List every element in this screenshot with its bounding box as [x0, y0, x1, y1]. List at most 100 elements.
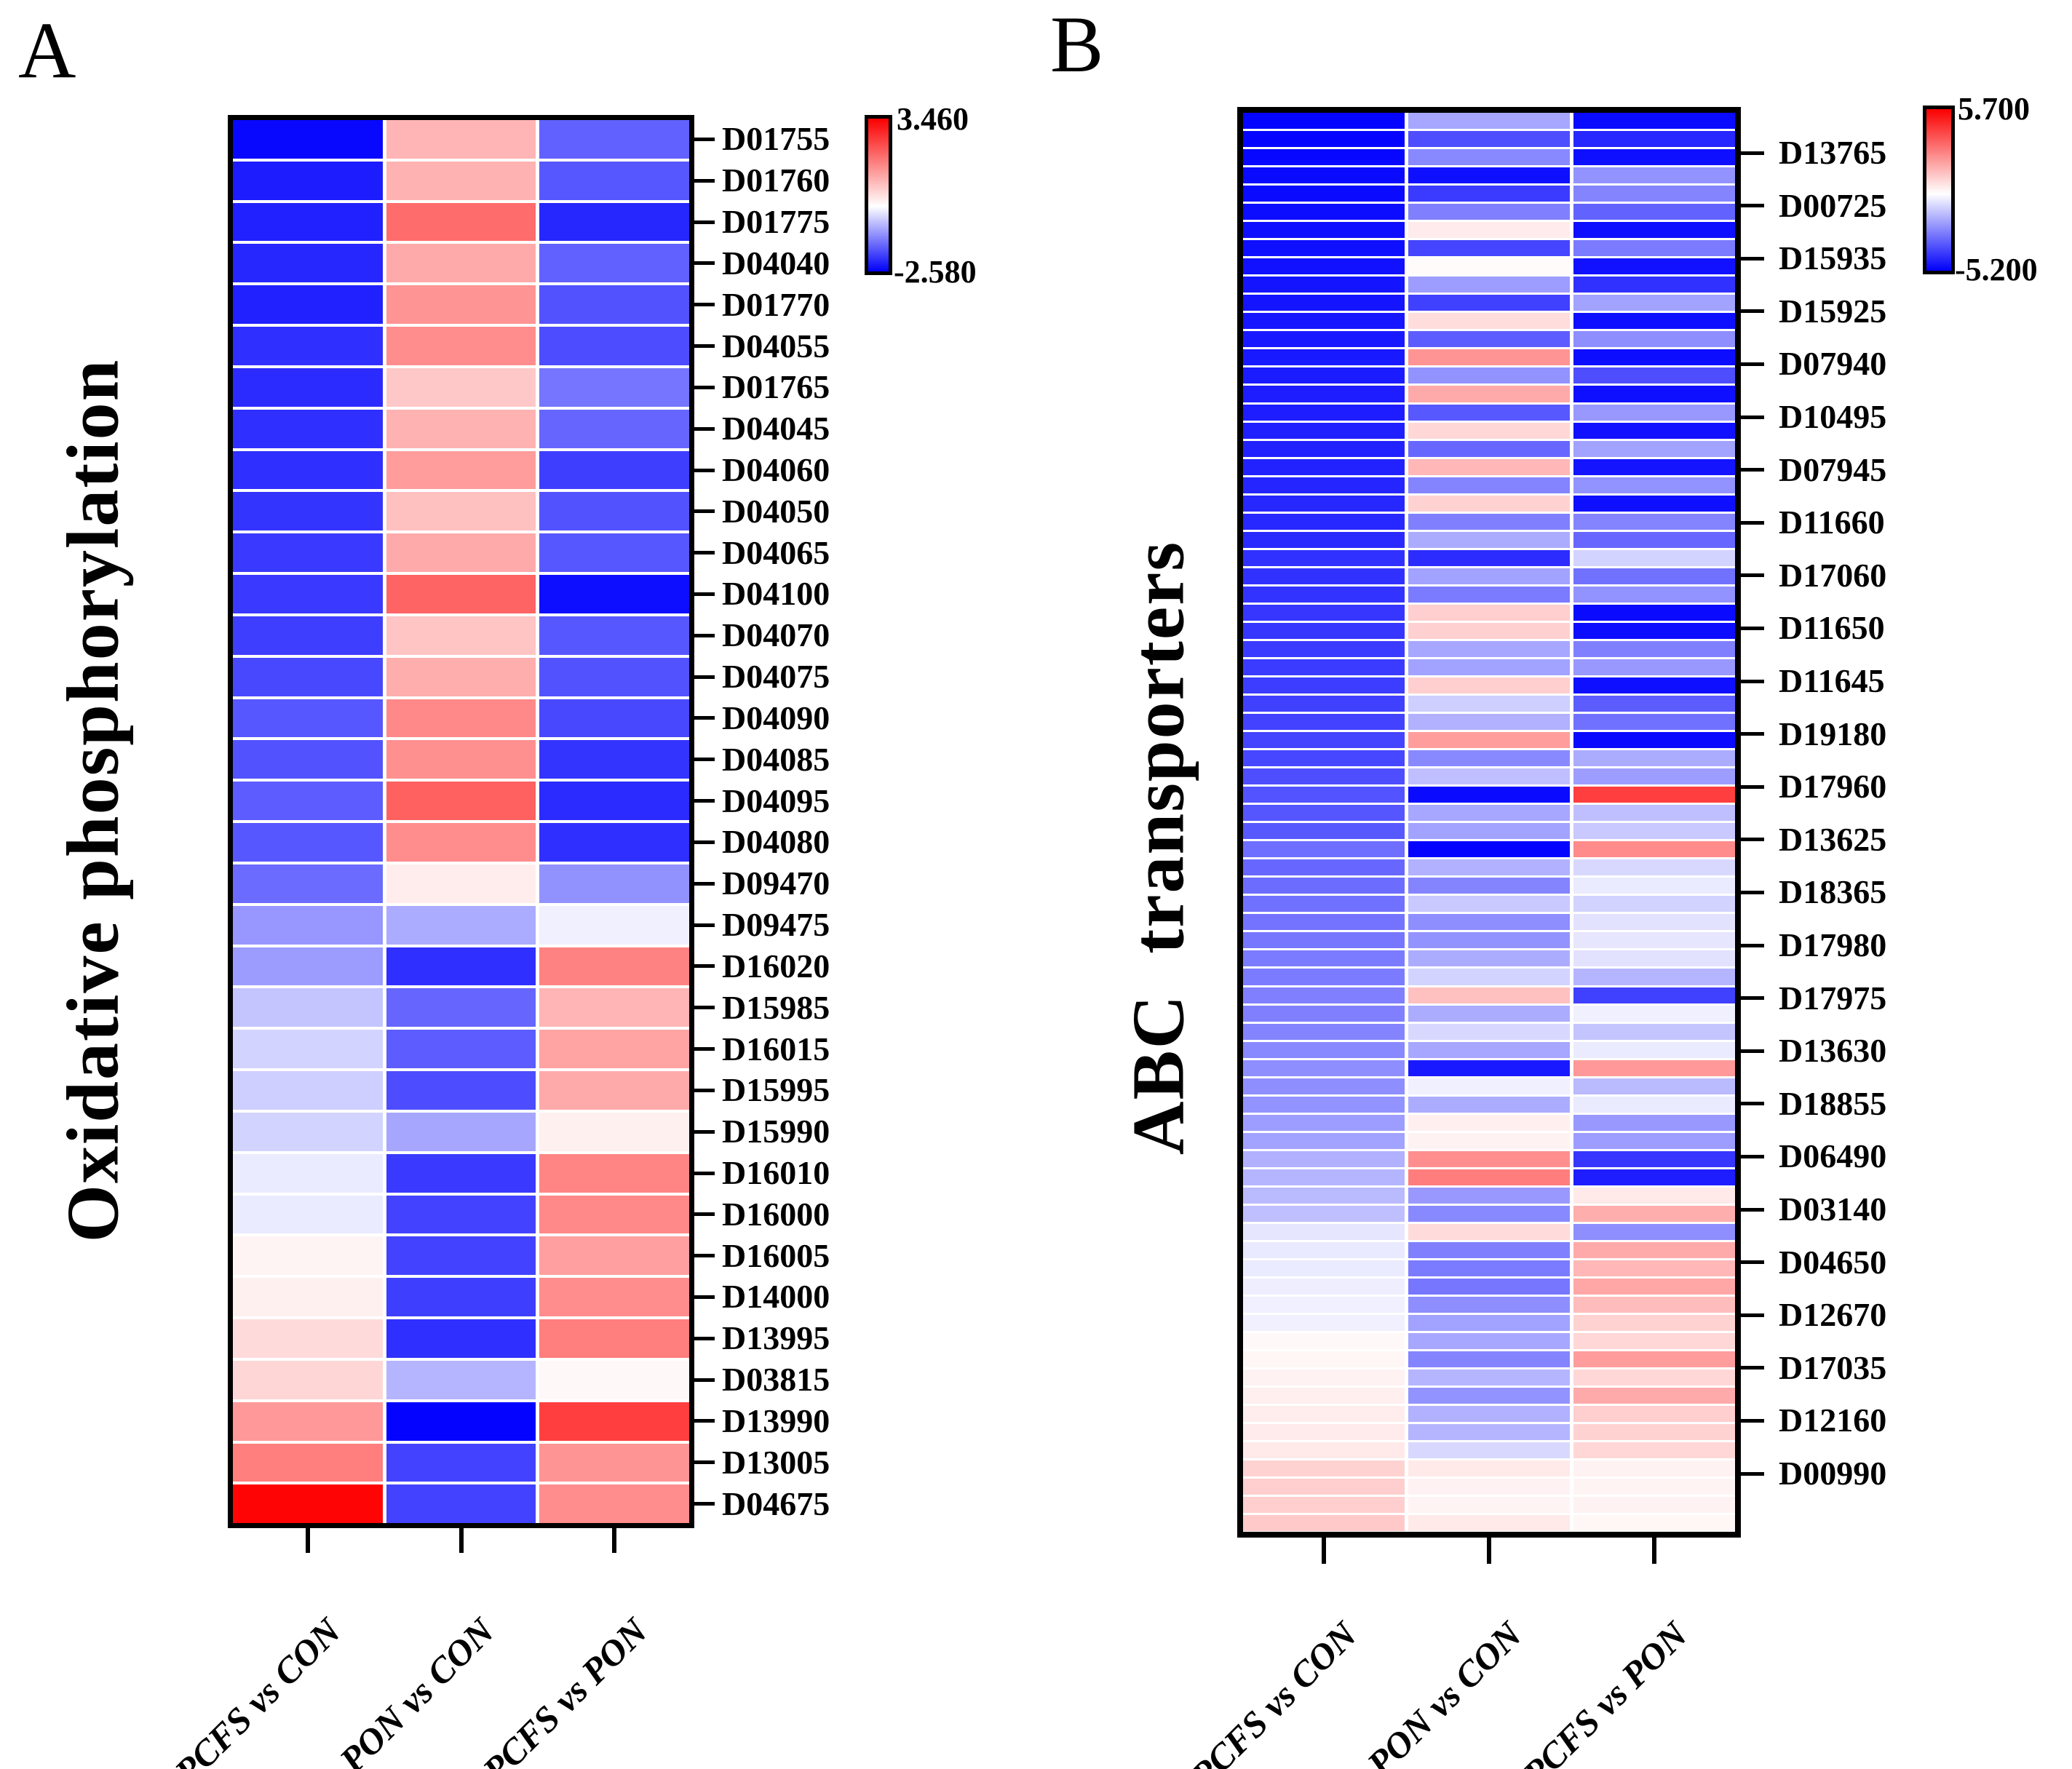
heatmap-cell	[1243, 859, 1405, 876]
heatmap-cell	[233, 1278, 383, 1317]
heatmap-cell	[1573, 531, 1735, 548]
heatmap-cell	[1573, 277, 1735, 293]
heatmap-cell	[1408, 768, 1570, 785]
heatmap-row	[233, 1484, 690, 1524]
row-tick	[694, 799, 715, 803]
heatmap-cell	[1408, 331, 1570, 348]
heatmap-cell	[1573, 969, 1735, 985]
row-label: D13990	[722, 1402, 830, 1439]
heatmap-cell	[539, 450, 690, 490]
heatmap-cell	[1573, 1351, 1735, 1368]
heatmap-row	[1243, 440, 1735, 457]
heatmap-cell	[1408, 1442, 1570, 1459]
heatmap-cell	[386, 782, 536, 821]
row-tick	[694, 1006, 715, 1010]
row-tick	[694, 178, 715, 183]
heatmap-cell	[1408, 969, 1570, 985]
heatmap-row	[1243, 531, 1735, 548]
heatmap-cell	[1243, 622, 1405, 639]
row-label: D04040	[722, 244, 830, 282]
heatmap-cell	[1573, 787, 1735, 803]
heatmap-cell	[1243, 1424, 1405, 1441]
heatmap-cell	[539, 202, 690, 242]
heatmap-cell	[539, 533, 690, 573]
heatmap-row	[1243, 640, 1735, 657]
heatmap-cell	[1408, 549, 1570, 566]
heatmap-cell	[1573, 1515, 1735, 1532]
heatmap-cell	[233, 202, 383, 242]
row-label: D15985	[722, 988, 830, 1026]
heatmap-cell	[1408, 440, 1570, 457]
row-label: D04065	[722, 533, 830, 571]
heatmap-cell	[539, 905, 690, 945]
heatmap-cell	[1408, 531, 1570, 548]
row-tick	[694, 509, 715, 514]
heatmap-cell	[1573, 659, 1735, 675]
heatmap-cell	[1243, 386, 1405, 402]
heatmap-cell	[1573, 1114, 1735, 1131]
heatmap-row	[1243, 1279, 1735, 1295]
heatmap-cell	[386, 740, 536, 779]
heatmap-row	[1243, 969, 1735, 985]
heatmap-cell	[1573, 1315, 1735, 1332]
heatmap-cell	[539, 1402, 690, 1441]
heatmap-cell	[1573, 1297, 1735, 1313]
column-label: PON vs CON	[1359, 1613, 1530, 1769]
heatmap-row	[1243, 386, 1735, 402]
heatmap-row	[1243, 987, 1735, 1003]
heatmap-row	[1243, 1388, 1735, 1404]
heatmap-cell	[1573, 950, 1735, 967]
heatmap-cell	[1243, 1005, 1405, 1022]
heatmap-cell	[386, 367, 536, 407]
row-label: D16015	[722, 1030, 830, 1068]
heatmap-cell	[1243, 677, 1405, 693]
heatmap-cell	[1408, 258, 1570, 275]
heatmap-row	[233, 285, 690, 325]
heatmap-row	[1243, 240, 1735, 257]
row-label: D04070	[722, 616, 830, 654]
heatmap-cell	[1243, 258, 1405, 275]
heatmap-cell	[1573, 1370, 1735, 1386]
heatmap-cell	[1243, 1442, 1405, 1459]
heatmap-row	[1243, 604, 1735, 621]
heatmap-a-grid	[233, 120, 690, 1524]
heatmap-row	[233, 327, 690, 365]
column-label: PCFS vs PON	[1514, 1613, 1695, 1769]
heatmap-cell	[539, 492, 690, 531]
colorbar-b-max-label: 5.700	[1958, 91, 2030, 127]
heatmap-cell	[1243, 295, 1405, 311]
column-tick	[459, 1528, 464, 1553]
heatmap-row	[233, 1195, 690, 1234]
row-tick	[694, 1460, 715, 1465]
heatmap-cell	[1243, 1223, 1405, 1240]
heatmap-cell	[539, 740, 690, 779]
heatmap-cell	[1408, 1187, 1570, 1204]
row-tick	[694, 1212, 715, 1217]
heatmap-cell	[1408, 1497, 1570, 1514]
row-tick	[1741, 784, 1764, 789]
row-tick	[1741, 1471, 1764, 1476]
heatmap-cell	[1243, 240, 1405, 257]
row-label: D15990	[722, 1113, 830, 1150]
row-tick	[694, 840, 715, 844]
heatmap-cell	[1573, 1497, 1735, 1514]
heatmap-cell	[1243, 640, 1405, 657]
heatmap-row	[1243, 1023, 1735, 1040]
heatmap-cell	[1573, 367, 1735, 384]
heatmap-row	[233, 657, 690, 696]
heatmap-cell	[233, 244, 383, 283]
heatmap-row	[1243, 914, 1735, 931]
row-label: D17975	[1779, 979, 1887, 1017]
heatmap-cell	[1408, 1279, 1570, 1295]
row-label: D17960	[1779, 768, 1887, 806]
row-tick	[694, 964, 715, 969]
heatmap-cell	[386, 285, 536, 325]
heatmap-cell	[1573, 313, 1735, 330]
heatmap-cell	[1408, 113, 1570, 130]
heatmap-row	[1243, 659, 1735, 675]
heatmap-cell	[1243, 1370, 1405, 1386]
row-tick	[1741, 943, 1764, 947]
heatmap-cell	[1408, 1479, 1570, 1495]
heatmap-cell	[233, 1484, 383, 1524]
